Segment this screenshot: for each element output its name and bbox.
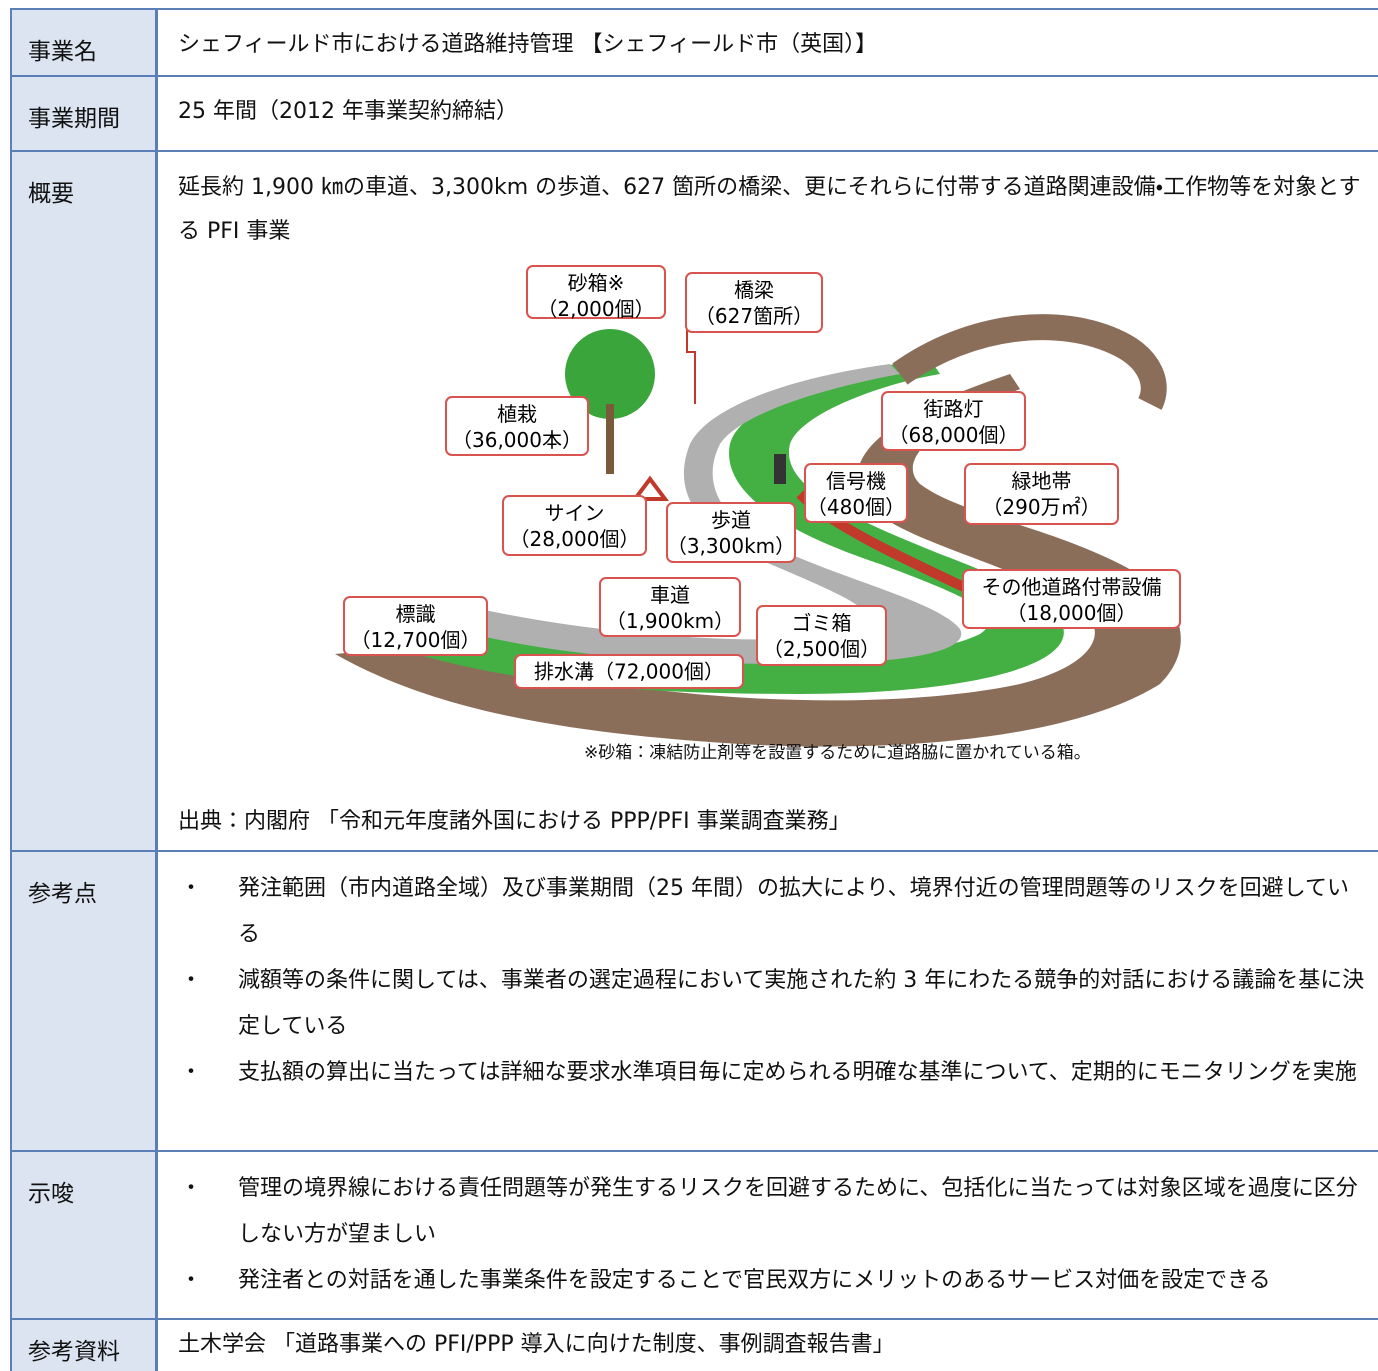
row: 参考点 ・ 発注範囲（市内道路全域）及び事業期間（25 年間）の拡大により、境界付… [10, 850, 1378, 1150]
label-count: （36,000本） [452, 428, 582, 452]
label-name: 信号機 [826, 469, 886, 493]
figure-source: 出典：内閣府 「令和元年度諸外国における PPP/PFI 事業調査業務」 [178, 809, 851, 834]
bullet-text: 管理の境界線における責任問題等が発生するリスクを回避するために、包括化に当たって… [238, 1176, 1358, 1247]
figure-note: ※砂箱：凍結防止剤等を設置するために道路脇に置かれている箱。 [584, 743, 1091, 763]
row-label: 参考点 [10, 852, 158, 1150]
label-count: （627箇所） [695, 304, 813, 328]
label-count: （72,000個） [594, 660, 724, 684]
row-text: 土木学会 「道路事業への PFI/PPP 導入に向けた制度、事例調査報告書」 [178, 1332, 895, 1357]
row-text: シェフィールド市における道路維持管理 【シェフィールド市（英国）】 [178, 32, 878, 57]
label-name: 橋梁 [734, 278, 774, 302]
label-name: サイン [545, 501, 605, 525]
signal [774, 454, 786, 484]
label-count: （480個） [807, 495, 905, 519]
label-box [756, 605, 887, 666]
row: 事業期間 25 年間（2012 年事業契約締結） [10, 75, 1378, 150]
label-box [962, 569, 1181, 629]
bullet-text: 支払額の算出に当たっては詳細な要求水準項目毎に定められる明確な基準について、定期… [238, 1060, 1357, 1085]
label-box [964, 463, 1119, 525]
bullet-text: 発注者との対話を通した事業条件を設定することで官民双方にメリットのあるサービス対… [238, 1268, 1271, 1293]
label-box [514, 654, 744, 689]
bullet-mark: ・ [180, 876, 203, 901]
label-name: 街路灯 [924, 397, 984, 421]
bullet-item: ・ 発注範囲（市内道路全域）及び事業期間（25 年間）の拡大により、境界付近の管理… [178, 866, 1370, 958]
row: 概要 延長約 1,900 ㎞の車道、3,300km の歩道、627 箇所の橋梁、… [10, 150, 1378, 850]
label-box [685, 272, 823, 333]
label-box [502, 495, 647, 556]
label-name: 植栽 [497, 402, 537, 426]
bullet-item: ・ 発注者との対話を通した事業条件を設定することで官民双方にメリットのあるサービス… [178, 1258, 1370, 1304]
label-name: 砂箱※ [568, 271, 625, 295]
label-count: （290万㎡） [982, 495, 1100, 519]
green-belt [360, 359, 1064, 694]
label-name: 歩道 [711, 508, 751, 532]
bullet-list: ・ 発注範囲（市内道路全域）及び事業期間（25 年間）の拡大により、境界付近の管理… [178, 866, 1370, 1096]
label-name: 標識 [396, 602, 436, 626]
bullet-text: 発注範囲（市内道路全域）及び事業期間（25 年間）の拡大により、境界付近の管理問… [238, 876, 1350, 947]
road [400, 364, 962, 664]
row-label: 概要 [10, 152, 158, 850]
row: 参考資料 土木学会 「道路事業への PFI/PPP 導入に向けた制度、事例調査報… [10, 1318, 1378, 1371]
label-box [445, 396, 589, 456]
row-text: 延長約 1,900 ㎞の車道、3,300km の歩道、627 箇所の橋梁、更にそ… [178, 175, 1361, 244]
bullet-item: ・ 減額等の条件に関しては、事業者の選定過程において実施された約 3 年にわたる競… [178, 958, 1370, 1050]
label-name: 車道 [650, 583, 690, 607]
bullet-mark: ・ [180, 968, 203, 993]
label-name: その他道路付帯設備 [982, 575, 1162, 599]
label-count: （1,900km） [606, 609, 734, 633]
bullet-mark: ・ [180, 1268, 203, 1293]
label-box [343, 596, 488, 656]
bullet-item: ・ 管理の境界線における責任問題等が発生するリスクを回避するために、包括化に当たっ… [178, 1166, 1370, 1258]
label-count: （28,000個） [510, 527, 640, 551]
tree [565, 329, 655, 419]
label-name: ゴミ箱 [792, 611, 852, 635]
label-box [526, 265, 666, 319]
label-count: （2,500個） [763, 637, 880, 661]
row-label: 事業名 [10, 10, 158, 75]
bridge [892, 314, 1167, 410]
bullet-item: ・ 支払額の算出に当たっては詳細な要求水準項目毎に定められる明確な基準について、定… [178, 1050, 1370, 1096]
label-name: 排水溝 [534, 660, 594, 684]
tree-trunk [606, 404, 614, 474]
bullet-list: ・ 管理の境界線における責任問題等が発生するリスクを回避するために、包括化に当たっ… [178, 1166, 1370, 1304]
row-text: 25 年間（2012 年事業契約締結） [178, 99, 518, 124]
row-label: 示唆 [10, 1152, 158, 1318]
label-box [599, 577, 741, 637]
label-box [804, 463, 908, 523]
row: 示唆 ・ 管理の境界線における責任問題等が発生するリスクを回避するために、包括化に… [10, 1150, 1378, 1318]
road-figure: 砂箱※（2,000個） 橋梁（627箇所） 植栽（36,000本） 街路灯（68,00… [335, 265, 1181, 747]
label-box [666, 502, 796, 563]
label-box [881, 391, 1026, 451]
bullet-mark: ・ [180, 1060, 203, 1085]
bullet-text: 減額等の条件に関しては、事業者の選定過程において実施された約 3 年にわたる競争… [238, 968, 1365, 1039]
label-count: （12,700個） [351, 628, 481, 652]
label-count: （18,000個） [1007, 601, 1137, 625]
row: 事業名 シェフィールド市における道路維持管理 【シェフィールド市（英国）】 [10, 8, 1378, 75]
row-label: 参考資料 [10, 1320, 158, 1371]
bullet-mark: ・ [180, 1176, 203, 1201]
ground [335, 374, 1181, 747]
row-label: 事業期間 [10, 77, 158, 150]
label-count: （68,000個） [889, 423, 1019, 447]
label-count: （3,300km） [667, 534, 795, 558]
label-count: （2,000個） [537, 297, 654, 321]
label-name: 緑地帯 [1012, 469, 1072, 493]
sign [631, 475, 669, 501]
label-text: 排水溝（72,000個） [534, 660, 724, 684]
